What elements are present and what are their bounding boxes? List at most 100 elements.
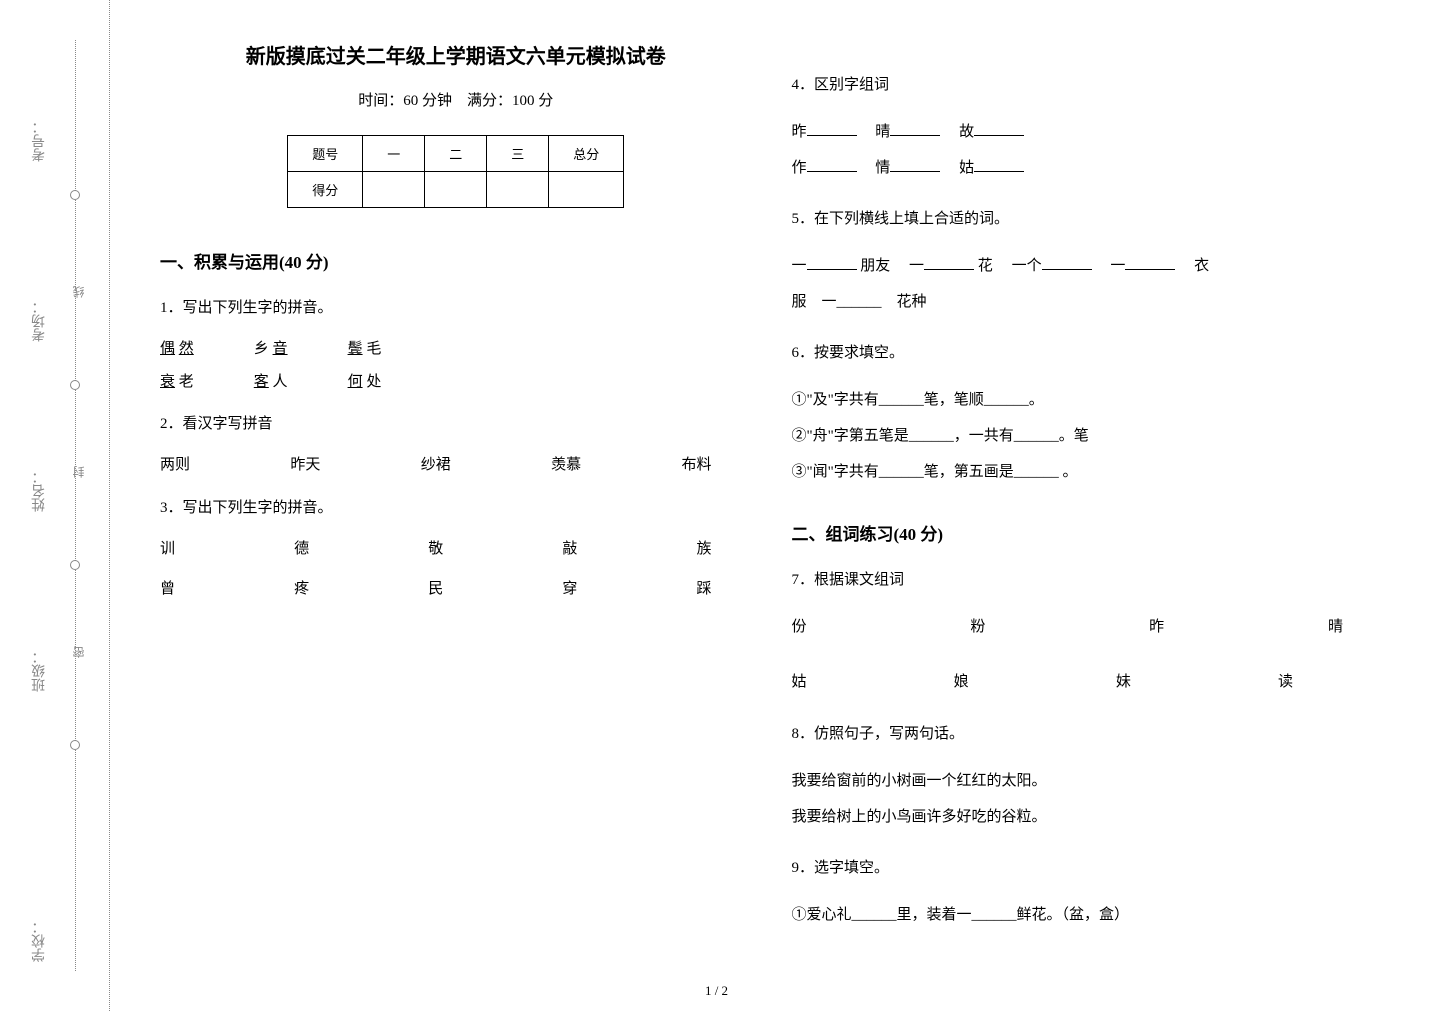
pair-char: 故	[959, 124, 974, 140]
section1-heading: 一、积累与运用(40 分)	[160, 248, 752, 273]
page-number: 1 / 2	[705, 983, 728, 999]
section2-heading: 二、组词练习(40 分)	[792, 520, 1384, 545]
word-item: 姑	[792, 664, 857, 701]
score-header: 一	[363, 136, 425, 172]
score-cell	[549, 172, 624, 208]
binding-label-name: 姓名：	[30, 470, 50, 512]
q3-row2: 曾 疼 民 穿 踩	[160, 577, 752, 599]
word-item: 粉	[970, 609, 1039, 646]
binding-dotted-line	[75, 40, 76, 971]
word-item: 昨	[1149, 609, 1218, 646]
pair-char: 作	[792, 160, 807, 176]
q8-line: 我要给树上的小鸟画许多好吃的谷粒。	[792, 799, 1384, 835]
blank	[810, 616, 860, 631]
char: 份	[792, 619, 807, 636]
blank	[969, 671, 1019, 686]
q8-line: 我要给窗前的小树画一个红红的太阳。	[792, 763, 1384, 799]
char: 粉	[970, 619, 985, 636]
q7-row2: 姑 娘 妹 读	[792, 664, 1384, 701]
binding-circle	[70, 560, 80, 570]
q9-body: ①爱心礼______里，装着一______鲜花。（盆，盒）	[792, 897, 1384, 933]
blank	[807, 671, 857, 686]
char: 处	[363, 374, 382, 390]
char-item: 敲	[562, 537, 577, 559]
main-content: 新版摸底过关二年级上学期语文六单元模拟试卷 时间：60 分钟 满分：100 分 …	[110, 0, 1433, 1011]
word-item: 妹	[1116, 664, 1181, 701]
blank	[1168, 616, 1218, 631]
blank	[1293, 671, 1343, 686]
left-column: 新版摸底过关二年级上学期语文六单元模拟试卷 时间：60 分钟 满分：100 分 …	[140, 40, 772, 991]
blank	[989, 616, 1039, 631]
table-row: 得分	[288, 172, 624, 208]
char-underline: 音	[273, 341, 288, 357]
q6-prompt: 6．按要求填空。	[792, 338, 1384, 368]
pinyin-item: 鬓 毛	[348, 337, 382, 358]
blank	[1131, 671, 1181, 686]
page-subtitle: 时间：60 分钟 满分：100 分	[160, 89, 752, 110]
q5-prompt: 5．在下列横线上填上合适的词。	[792, 204, 1384, 234]
q7-body: 份 粉 昨 晴 姑 娘 妹 读	[792, 609, 1384, 701]
score-cell	[363, 172, 425, 208]
char: 读	[1278, 674, 1293, 691]
q1-prompt: 1．写出下列生字的拼音。	[160, 293, 752, 323]
char-item: 训	[160, 537, 175, 559]
word: 朋友	[860, 258, 890, 274]
char-item: 穿	[562, 577, 577, 599]
pair-char: 昨	[792, 124, 807, 140]
word: 一个	[1012, 258, 1042, 274]
blank	[807, 255, 857, 270]
q6-body: ①"及"字共有______笔，笔顺______。 ②"舟"字第五笔是______…	[792, 382, 1384, 490]
score-header: 题号	[288, 136, 363, 172]
word-item: 娘	[954, 664, 1019, 701]
blank	[974, 121, 1024, 136]
char-item: 纱裙	[421, 453, 451, 475]
char-underline: 客	[254, 374, 269, 390]
blank	[1125, 255, 1175, 270]
pair-char: 姑	[959, 160, 974, 176]
char-item: 民	[428, 577, 443, 599]
char-underline: 然	[179, 341, 194, 357]
char-underline: 衰	[160, 374, 175, 390]
q3-row1: 训 德 敬 敲 族	[160, 537, 752, 559]
pinyin-item: 客 人	[254, 370, 288, 391]
char-item: 昨天	[290, 453, 320, 475]
char-item: 疼	[294, 577, 309, 599]
score-cell	[425, 172, 487, 208]
pinyin-item: 乡 音	[254, 337, 288, 358]
score-cell	[487, 172, 549, 208]
char-item: 德	[294, 537, 309, 559]
pinyin-item: 偶 然	[160, 337, 194, 358]
blank	[1042, 255, 1092, 270]
word-item: 份	[792, 609, 861, 646]
q3-prompt: 3．写出下列生字的拼音。	[160, 493, 752, 523]
score-table: 题号 一 二 三 总分 得分	[287, 135, 624, 208]
char-item: 布料	[681, 453, 711, 475]
word-item: 读	[1278, 664, 1343, 701]
char-item: 敬	[428, 537, 443, 559]
q6-line: ②"舟"字第五笔是______，一共有______。笔	[792, 418, 1384, 454]
blank	[807, 157, 857, 172]
word-item: 晴	[1328, 609, 1343, 646]
binding-line-text: 线	[70, 280, 87, 298]
char-item: 踩	[696, 577, 711, 599]
q7-row1: 份 粉 昨 晴	[792, 609, 1384, 646]
q8-prompt: 8．仿照句子，写两句话。	[792, 719, 1384, 749]
score-header: 二	[425, 136, 487, 172]
binding-line-text: 密	[70, 640, 87, 658]
char: 昨	[1149, 619, 1164, 636]
q9-prompt: 9．选字填空。	[792, 853, 1384, 883]
word: 衣	[1194, 258, 1209, 274]
q5-body: 一 朋友 一 花 一个 一 衣 服 一______ 花种	[792, 248, 1384, 320]
q6-line: ①"及"字共有______笔，笔顺______。	[792, 382, 1384, 418]
page-title: 新版摸底过关二年级上学期语文六单元模拟试卷	[160, 40, 752, 69]
table-row: 题号 一 二 三 总分	[288, 136, 624, 172]
char: 乡	[254, 341, 269, 357]
binding-line-text: 封	[70, 460, 87, 478]
binding-circle	[70, 740, 80, 750]
char: 姑	[792, 674, 807, 691]
blank	[924, 255, 974, 270]
pair-char: 情	[875, 160, 890, 176]
binding-label-examno: 考号：	[30, 120, 50, 162]
q5-line2: 服 一______ 花种	[792, 294, 927, 310]
score-row-label: 得分	[288, 172, 363, 208]
